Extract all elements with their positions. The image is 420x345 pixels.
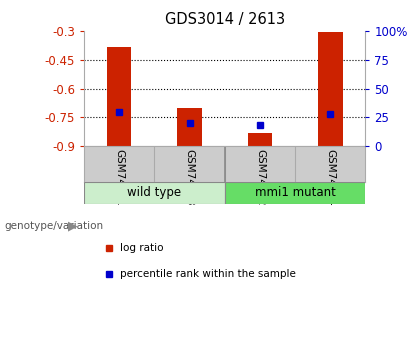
Text: log ratio: log ratio bbox=[120, 244, 163, 253]
Text: genotype/variation: genotype/variation bbox=[4, 221, 103, 231]
Text: GSM74503: GSM74503 bbox=[184, 149, 194, 206]
Text: GSM74504: GSM74504 bbox=[325, 149, 335, 206]
Bar bbox=[225, 182, 365, 204]
Bar bbox=[107, 47, 131, 146]
Bar bbox=[84, 182, 225, 204]
Bar bbox=[318, 32, 343, 146]
Text: GSM74502: GSM74502 bbox=[255, 149, 265, 206]
Text: GSM74501: GSM74501 bbox=[114, 149, 124, 206]
Text: wild type: wild type bbox=[127, 186, 181, 199]
Bar bbox=[177, 108, 202, 146]
Text: ▶: ▶ bbox=[68, 219, 78, 233]
Bar bbox=[247, 132, 272, 146]
Text: percentile rank within the sample: percentile rank within the sample bbox=[120, 269, 296, 279]
Title: GDS3014 / 2613: GDS3014 / 2613 bbox=[165, 12, 285, 27]
Text: mmi1 mutant: mmi1 mutant bbox=[255, 186, 336, 199]
